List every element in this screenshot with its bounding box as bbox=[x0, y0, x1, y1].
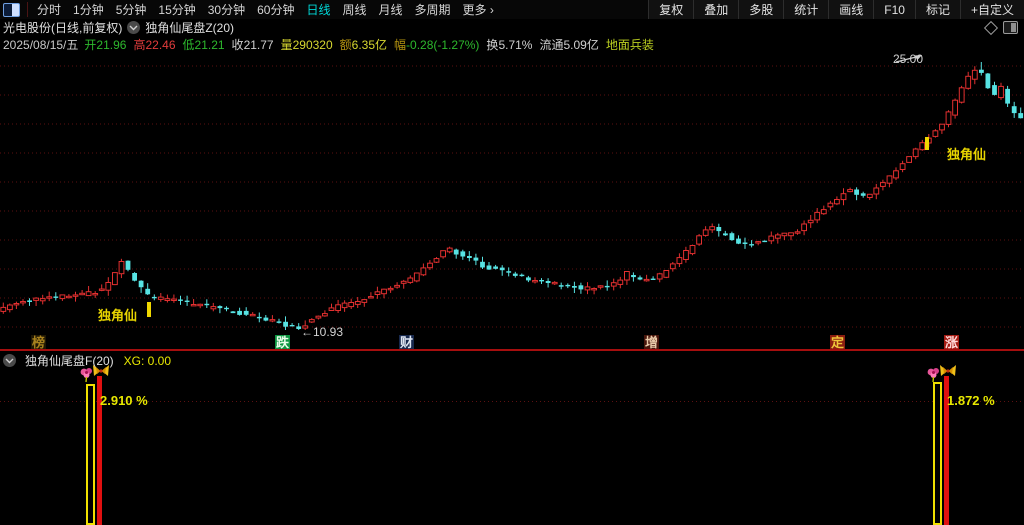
stock-title: 光电股份(日线,前复权) bbox=[3, 21, 123, 35]
period-tab[interactable]: 30分钟 bbox=[207, 3, 246, 17]
signal-label-right: 独角仙 bbox=[947, 147, 987, 162]
info-field: 额6.35亿 bbox=[339, 37, 388, 52]
period-tab[interactable]: 日线 bbox=[306, 3, 331, 17]
toolbar-button[interactable]: +自定义 bbox=[959, 0, 1024, 19]
indicator-panel[interactable]: 独角仙尾盘F(20) XG: 0.00 2.910 % 1.872 % bbox=[0, 351, 1024, 525]
chevron-down-icon[interactable] bbox=[3, 354, 16, 367]
toolbar-button[interactable]: 复权 bbox=[648, 0, 694, 19]
signal-label-left: 独角仙 bbox=[98, 308, 138, 323]
info-field: 地面兵装 bbox=[605, 37, 654, 52]
marquee-char: 涨 bbox=[944, 335, 959, 350]
info-field: 幅-0.28(-1.27%) bbox=[394, 37, 480, 52]
period-tab[interactable]: 60分钟 bbox=[257, 3, 295, 17]
chart-title-bar: 光电股份(日线,前复权) 独角仙尾盘Z(20) bbox=[0, 19, 1024, 36]
toolbar-right-buttons: 复权 叠加 多股 统计 画线 F10 标记 +自定义 bbox=[648, 0, 1024, 19]
toolbar-button[interactable]: 叠加 bbox=[693, 0, 739, 19]
toolbar-button[interactable]: 标记 bbox=[914, 0, 960, 19]
indicator-panel-header: 独角仙尾盘F(20) XG: 0.00 bbox=[0, 353, 171, 368]
butterfly-icon bbox=[93, 365, 109, 376]
arrow-right-icon bbox=[895, 55, 922, 63]
candlestick-chart[interactable]: 25.00 ←10.93 独角仙 独角仙 榜 跌 财 增 定 涨 bbox=[0, 52, 1024, 350]
monitor-icon[interactable] bbox=[1003, 21, 1018, 34]
period-tab[interactable]: 月线 bbox=[378, 3, 403, 17]
top-toolbar: 分时 1分钟 5分钟 15分钟 30分钟 60分钟 日线 周线 月线 多周期 更多 › 复权 叠加 多股… bbox=[0, 0, 1024, 20]
signal-bar-red bbox=[944, 376, 949, 525]
info-field: 开21.96 bbox=[84, 37, 127, 52]
chart-grid bbox=[0, 65, 1024, 328]
info-field: 流通5.09亿 bbox=[539, 37, 599, 52]
marquee-char: 榜 bbox=[31, 335, 46, 350]
toolbar-button[interactable]: F10 bbox=[873, 0, 915, 19]
signal-percentage: 2.910 % bbox=[100, 393, 148, 408]
toolbar-button[interactable]: 统计 bbox=[783, 0, 829, 19]
diamond-icon[interactable] bbox=[983, 20, 999, 35]
panel-gridline bbox=[0, 401, 1024, 402]
signal-bar-yellow bbox=[933, 382, 942, 525]
info-field: 收21.77 bbox=[231, 37, 274, 52]
signal-bar-yellow bbox=[86, 384, 95, 525]
peak-price-annotation: 25.00 bbox=[893, 53, 923, 65]
period-tab[interactable]: 分时 bbox=[37, 3, 62, 17]
period-tab[interactable]: 更多 › bbox=[462, 3, 494, 17]
marquee-char: 跌 bbox=[275, 335, 290, 350]
xg-value: XG: 0.00 bbox=[123, 353, 172, 368]
low-price-annotation: ←10.93 bbox=[301, 325, 344, 339]
toolbar-divider bbox=[27, 2, 28, 17]
period-tab[interactable]: 多周期 bbox=[414, 3, 451, 17]
period-tab[interactable]: 15分钟 bbox=[158, 3, 196, 17]
period-tab[interactable]: 周线 bbox=[342, 3, 367, 17]
flower-icon bbox=[927, 368, 939, 383]
marquee-char: 增 bbox=[644, 335, 659, 350]
info-field: 量290320 bbox=[280, 37, 333, 52]
ohlc-info-bar: 2025/08/15/五 开21.96 高22.46 低21.21 收21.77 量29… bbox=[0, 36, 1024, 52]
butterfly-icon bbox=[940, 365, 956, 376]
date-label: 2025/08/15/五 bbox=[3, 37, 79, 52]
toolbar-button[interactable]: 多股 bbox=[738, 0, 784, 19]
panel-separator bbox=[0, 349, 1024, 351]
candles-layer bbox=[0, 62, 1024, 330]
period-tabs: 分时 1分钟 5分钟 15分钟 30分钟 60分钟 日线 周线 月线 多周期 更多 › bbox=[31, 1, 500, 18]
indicator-z-title: 独角仙尾盘Z(20) bbox=[145, 21, 234, 35]
marquee-char: 定 bbox=[830, 335, 845, 350]
info-field: 高22.46 bbox=[133, 37, 176, 52]
info-field: 低21.21 bbox=[182, 37, 225, 52]
toolbar-button[interactable]: 画线 bbox=[828, 0, 874, 19]
indicator-f-title: 独角仙尾盘F(20) bbox=[25, 354, 114, 368]
signal-percentage: 1.872 % bbox=[947, 393, 995, 408]
signal-bar-red bbox=[97, 376, 102, 525]
app-window-icon[interactable] bbox=[3, 2, 20, 17]
info-field: 换5.71% bbox=[486, 37, 533, 52]
flower-icon bbox=[80, 368, 92, 383]
chevron-down-icon[interactable] bbox=[127, 21, 141, 34]
period-tab[interactable]: 5分钟 bbox=[115, 3, 147, 17]
marquee-char: 财 bbox=[399, 335, 414, 350]
period-tab[interactable]: 1分钟 bbox=[73, 3, 104, 17]
